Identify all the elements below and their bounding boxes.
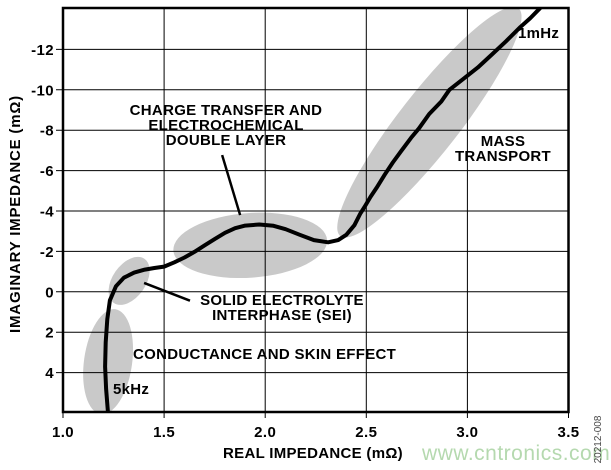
sei-pointer [143,281,191,302]
figure-code: 20212-008 [593,415,604,464]
x-tick-label: 3.5 [557,424,579,441]
annotation-conductance: CONDUCTANCE AND SKIN EFFECT [133,346,397,363]
region-charge-transfer [173,212,328,279]
x-tick-label: 1.5 [153,424,175,441]
y-axis-title: IMAGINARY IMPEDANCE (mΩ) [7,95,24,333]
y-tick-label: -6 [40,163,54,180]
y-tick-label: -4 [40,204,54,221]
annotation-freq-1mhz: 1mHz [518,25,560,42]
gridlines [56,8,569,418]
tick-labels: -12 -10 -8 -6 -4 -2 0 2 4 1.0 1.5 2.0 2.5 3.0 3.5 [31,42,579,441]
y-tick-label: -2 [40,244,54,261]
x-axis-title: REAL IMPEDANCE (mΩ) [223,445,403,462]
x-tick-label: 2.0 [254,424,276,441]
y-tick-label: -10 [31,82,54,99]
region-conductance-skin-effect [83,309,134,412]
impedance-curve [103,8,542,412]
annotation-charge-transfer: CHARGE TRANSFER AND ELECTROCHEMICAL DOUB… [129,102,323,149]
x-tick-label: 3.0 [456,424,478,441]
y-tick-label: 4 [45,365,54,382]
x-tick-label: 2.5 [355,424,377,441]
annotation-sei: SOLID ELECTROLYTE INTERPHASE (SEI) [200,292,364,324]
annotation-freq-5khz: 5kHz [113,381,150,398]
y-tick-label: -12 [31,42,54,59]
annotation-mass-transport: MASS TRANSPORT [454,133,552,165]
plot-border [61,6,570,414]
watermark: www.cntronics.com [422,442,611,465]
region-sei [108,256,150,305]
charge-transfer-pointer [220,154,242,216]
x-tick-label: 1.0 [52,424,74,441]
y-tick-label: 2 [45,325,54,342]
y-tick-label: -8 [40,123,54,140]
y-tick-label: 0 [45,284,54,301]
